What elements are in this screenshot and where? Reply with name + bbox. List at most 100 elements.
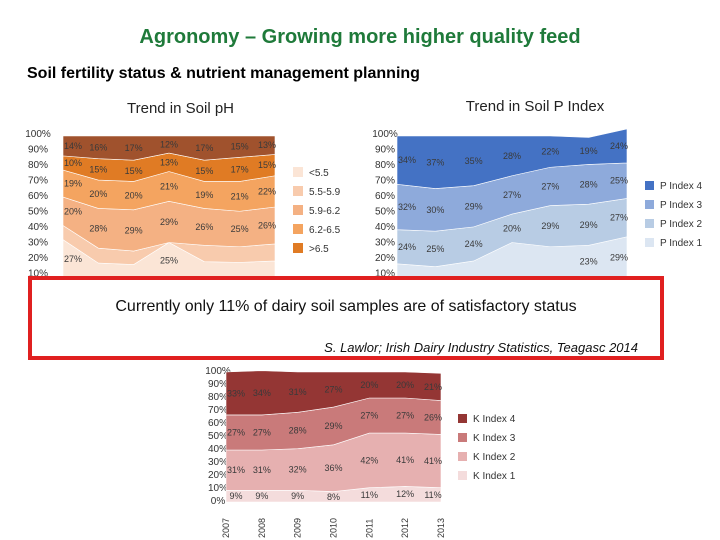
ph-chart-svg: 100% 90% 80% 70% 60% 50% 40% 30% 20% 10% 27% 25% 20%… (25, 129, 341, 278)
data-label: 31% (253, 465, 271, 475)
x-tick-label: 2009 (293, 518, 303, 538)
data-label: 32% (398, 202, 416, 212)
y-tick-label: 100% (25, 129, 51, 140)
data-label: 17% (231, 164, 249, 174)
y-tick-label: 50% (28, 207, 48, 218)
legend-swatch (645, 200, 654, 209)
y-tick-label: 10% (208, 483, 228, 494)
data-label: 27% (396, 411, 414, 421)
data-label: 15% (125, 166, 143, 176)
data-label: 19% (580, 146, 598, 156)
data-label: 22% (541, 147, 559, 157)
y-tick-label: 20% (28, 253, 48, 264)
y-tick-label: 20% (208, 470, 228, 481)
data-label: 28% (503, 151, 521, 161)
data-label: 29% (324, 421, 342, 431)
data-label: 21% (424, 382, 442, 392)
legend-swatch (293, 186, 303, 196)
data-label: 20% (360, 380, 378, 390)
y-tick-label: 50% (375, 207, 395, 218)
data-label: 15% (231, 142, 249, 152)
legend-swatch (645, 181, 654, 190)
p-index-chart-title: Trend in Soil P Index (465, 98, 605, 115)
callout-text: Currently only 11% of dairy soil samples… (115, 298, 577, 315)
data-label: 9% (229, 491, 242, 501)
data-label: 19% (64, 179, 82, 189)
y-tick-label: 80% (208, 392, 228, 403)
slide-subtitle: Soil fertility status & nutrient managem… (27, 65, 420, 82)
y-tick-label: 90% (375, 145, 395, 156)
legend-swatch (458, 414, 467, 423)
y-tick-label: 100% (372, 129, 398, 140)
y-tick-label: 90% (28, 145, 48, 156)
data-label: 15% (89, 164, 107, 174)
data-label: 27% (541, 181, 559, 191)
legend-label: K Index 1 (473, 471, 516, 482)
legend-swatch (645, 219, 654, 228)
data-label: 19% (195, 190, 213, 200)
data-label: 15% (195, 166, 213, 176)
y-tick-label: 40% (28, 222, 48, 233)
data-label: 41% (396, 455, 414, 465)
x-tick-label: 2011 (364, 519, 374, 538)
y-tick-label: 30% (28, 238, 48, 249)
y-tick-label: 60% (208, 418, 228, 429)
data-label: 20% (503, 223, 521, 233)
data-label: 41% (424, 456, 442, 466)
data-label: 25% (426, 244, 444, 254)
x-tick-label: 2007 (221, 518, 231, 538)
legend-label: <5.5 (309, 168, 329, 179)
legend-label: 5.9-6.2 (309, 206, 341, 217)
y-tick-label: 50% (208, 431, 228, 442)
data-label: 26% (258, 220, 276, 230)
data-label: 14% (64, 141, 82, 151)
data-label: 25% (231, 224, 249, 234)
callout-source: S. Lawlor; Irish Dairy Industry Statisti… (324, 340, 638, 355)
y-tick-label: 60% (375, 191, 395, 202)
y-tick-label: 40% (375, 222, 395, 233)
legend-label: K Index 3 (473, 433, 516, 444)
data-label: 11% (361, 490, 378, 500)
data-label: 17% (195, 143, 213, 153)
data-label: 27% (64, 254, 82, 264)
data-label: 29% (580, 220, 598, 230)
data-label: 20% (64, 206, 82, 216)
data-label: 42% (360, 455, 378, 465)
data-label: 29% (160, 217, 178, 227)
data-label: 24% (398, 242, 416, 252)
y-tick-label: 20% (375, 253, 395, 264)
y-tick-label: 70% (375, 176, 395, 187)
data-label: 25% (610, 176, 628, 186)
legend-swatch (458, 471, 467, 480)
p-index-chart-svg: 100% 90% 80% 70% 60% 50% 40% 30% 20% 10% 23% 29% 24%… (372, 128, 703, 278)
legend-label: P Index 2 (660, 219, 703, 230)
data-label: 23% (580, 257, 598, 267)
data-label: 21% (160, 181, 178, 191)
y-tick-label: 100% (205, 366, 231, 377)
data-label: 28% (289, 426, 307, 436)
y-tick-label: 0% (211, 496, 226, 507)
data-label: 13% (258, 140, 276, 150)
area-series (225, 370, 442, 416)
data-label: 29% (125, 225, 143, 235)
data-label: 36% (324, 463, 342, 473)
legend-swatch (293, 224, 303, 234)
data-label: 17% (125, 143, 143, 153)
y-tick-label: 80% (375, 160, 395, 171)
data-label: 29% (610, 252, 628, 262)
x-tick-label: 2008 (257, 518, 267, 538)
data-label: 31% (289, 387, 307, 397)
legend-swatch (293, 243, 303, 253)
data-label: 32% (289, 465, 307, 475)
data-label: 15% (258, 160, 276, 170)
y-tick-label: 30% (375, 238, 395, 249)
data-label: 37% (426, 157, 444, 167)
y-tick-label: 80% (28, 160, 48, 171)
k-index-chart: 100% 90% 80% 70% 60% 50% 40% 30% 20% 10% 0% 9% 9% 9% 8… (170, 360, 526, 540)
data-label: 29% (541, 221, 559, 231)
data-label: 28% (580, 179, 598, 189)
x-tick-label: 2010 (329, 518, 339, 538)
data-label: 8% (327, 492, 340, 502)
data-label: 21% (231, 191, 249, 201)
y-tick-label: 90% (208, 379, 228, 390)
